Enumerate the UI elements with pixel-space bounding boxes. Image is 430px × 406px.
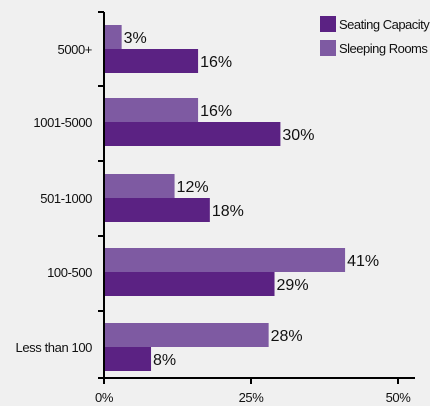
x-tick-label: 50% xyxy=(386,390,412,405)
bar-sleeping-rooms-501-1000 xyxy=(104,174,175,198)
bar-sleeping-rooms-1001-5000 xyxy=(104,98,199,122)
bar-sleeping-rooms-5000 xyxy=(104,25,122,49)
value-label-sleeping-rooms-less-than-100: 28% xyxy=(271,328,303,345)
value-label-seating-capacity-less-than-100: 8% xyxy=(153,352,176,369)
value-label-sleeping-rooms-5000: 3% xyxy=(124,30,147,47)
bar-seating-capacity-less-than-100 xyxy=(104,347,152,371)
category-label-501-1000: 501-1000 xyxy=(40,191,92,206)
x-tick-label: 25% xyxy=(239,390,265,405)
value-label-sleeping-rooms-100-500: 41% xyxy=(347,253,379,270)
bar-sleeping-rooms-100-500 xyxy=(104,248,346,272)
axes-layer: 5000+ 1001-5000 501-1000 100-500 Less than 1… xyxy=(16,11,415,405)
value-label-seating-capacity-100-500: 29% xyxy=(277,277,309,294)
legend-swatch-seating-capacity xyxy=(320,16,336,32)
category-label-100-500: 100-500 xyxy=(47,265,92,280)
legend-swatch-sleeping-rooms xyxy=(320,40,336,56)
bar-seating-capacity-1001-5000 xyxy=(104,122,281,146)
bar-seating-capacity-501-1000 xyxy=(104,198,210,222)
legend-label-seating-capacity: Seating Capacity xyxy=(339,17,430,32)
category-label-5000: 5000+ xyxy=(57,42,92,57)
legend-label-sleeping-rooms: Sleeping Rooms xyxy=(339,41,428,56)
value-label-sleeping-rooms-501-1000: 12% xyxy=(177,179,209,196)
bar-seating-capacity-100-500 xyxy=(104,272,275,296)
x-tick-label: 0% xyxy=(95,390,114,405)
value-label-seating-capacity-5000: 16% xyxy=(200,54,232,71)
bar-sleeping-rooms-less-than-100 xyxy=(104,323,269,347)
bar-seating-capacity-5000 xyxy=(104,49,199,73)
category-label-1001-5000: 1001-5000 xyxy=(33,115,92,130)
category-label-less-than-100: Less than 100 xyxy=(16,340,93,355)
bars-layer: 3% 16% 16% 30% 12%18% 41% 29% 28% 8% xyxy=(104,25,379,371)
legend: Seating Capacity Sleeping Rooms xyxy=(320,16,430,56)
value-label-seating-capacity-1001-5000: 30% xyxy=(282,127,314,144)
value-label-sleeping-rooms-1001-5000: 16% xyxy=(200,103,232,120)
value-label-seating-capacity-501-1000: 18% xyxy=(212,203,244,220)
